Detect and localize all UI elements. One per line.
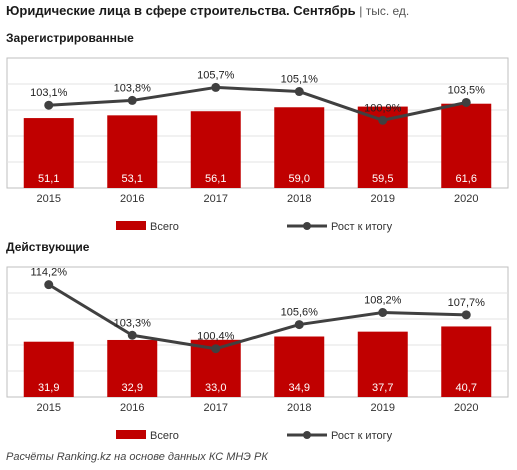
x-tick-label: 2020 [454, 193, 478, 205]
x-tick-label: 2017 [204, 402, 228, 414]
x-tick-label: 2018 [287, 402, 311, 414]
growth-value-label: 103,5% [448, 84, 486, 96]
chart-title-text: Юридические лица в сфере строительства. … [6, 3, 356, 18]
x-tick-label: 2018 [287, 193, 311, 205]
subtitle-registered: Зарегистрированные [6, 31, 134, 45]
growth-point [294, 320, 304, 330]
chart-title: Юридические лица в сфере строительства. … [6, 3, 409, 18]
source-note: Расчёты Ranking.kz на основе данных КС М… [6, 451, 268, 463]
chart-active: 31,9 32,9 33,0 34,9 37,7 40,7 114,2% 103,3% 100,… [6, 266, 509, 442]
legend-label-growth: Рост к итогу [331, 221, 393, 233]
growth-point [211, 82, 221, 92]
growth-value-label: 100,4% [197, 331, 235, 343]
bar [23, 341, 74, 397]
bar [274, 107, 325, 188]
bar [441, 103, 492, 188]
bar-value-label: 56,1 [205, 173, 226, 185]
bar-value-label: 59,0 [289, 173, 310, 185]
x-tick-label: 2016 [120, 193, 144, 205]
bar [107, 339, 158, 397]
bar-value-label: 31,9 [38, 382, 59, 394]
legend-label-total: Всего [150, 430, 179, 442]
growth-point [44, 280, 54, 290]
bar-value-label: 53,1 [122, 173, 143, 185]
legend-label-growth: Рост к итогу [331, 430, 393, 442]
bar [441, 326, 492, 397]
bar [274, 336, 325, 397]
growth-point [44, 100, 54, 110]
x-tick-label: 2015 [37, 193, 61, 205]
plot-frame [6, 57, 509, 189]
legend-swatch-point [303, 431, 311, 439]
bar-value-label: 51,1 [38, 173, 59, 185]
bar-value-label: 37,7 [372, 382, 393, 394]
growth-value-label: 103,1% [30, 87, 68, 99]
bar-value-label: 61,6 [456, 173, 477, 185]
x-tick-label: 2016 [120, 402, 144, 414]
growth-value-label: 100,9% [364, 102, 402, 114]
growth-point [127, 330, 137, 340]
growth-value-label: 107,7% [448, 297, 486, 309]
bar [23, 118, 74, 188]
x-tick-label: 2019 [371, 402, 395, 414]
unit-label: | тыс. ед. [359, 4, 410, 18]
x-tick-label: 2020 [454, 402, 478, 414]
growth-value-label: 103,3% [114, 317, 152, 329]
bar-value-label: 34,9 [289, 382, 310, 394]
growth-point [461, 310, 471, 320]
plot-frame [6, 266, 509, 398]
chart-registered: 51,1 53,1 56,1 59,0 59,5 61,6 103,1% 103,8% 105,… [6, 57, 509, 233]
growth-value-label: 108,2% [364, 295, 402, 307]
growth-value-label: 105,7% [197, 69, 235, 81]
growth-point [378, 115, 388, 125]
growth-point [378, 308, 388, 317]
x-tick-label: 2015 [37, 402, 61, 414]
bar-value-label: 33,0 [205, 382, 226, 394]
bar [190, 111, 241, 188]
growth-point [127, 95, 137, 105]
bar [107, 115, 158, 188]
growth-point [461, 97, 471, 107]
legend-label-total: Всего [150, 221, 179, 233]
growth-point [294, 87, 304, 97]
growth-value-label: 103,8% [114, 82, 152, 94]
legend-swatch-bar [116, 430, 146, 439]
bar [357, 331, 408, 397]
bar-value-label: 32,9 [122, 382, 143, 394]
legend-swatch-bar [116, 221, 146, 230]
growth-line [47, 283, 467, 351]
growth-value-label: 114,2% [31, 267, 68, 279]
growth-value-label: 105,1% [281, 74, 319, 86]
x-tick-label: 2017 [204, 193, 228, 205]
x-tick-label: 2019 [371, 193, 395, 205]
growth-point [211, 344, 221, 354]
growth-value-label: 105,6% [281, 307, 319, 319]
bar-value-label: 40,7 [456, 382, 477, 394]
legend-swatch-point [303, 222, 311, 230]
bar-value-label: 59,5 [372, 173, 393, 185]
growth-line [48, 85, 467, 122]
subtitle-active: Действующие [6, 240, 90, 254]
unit-text: тыс. ед. [365, 4, 410, 18]
